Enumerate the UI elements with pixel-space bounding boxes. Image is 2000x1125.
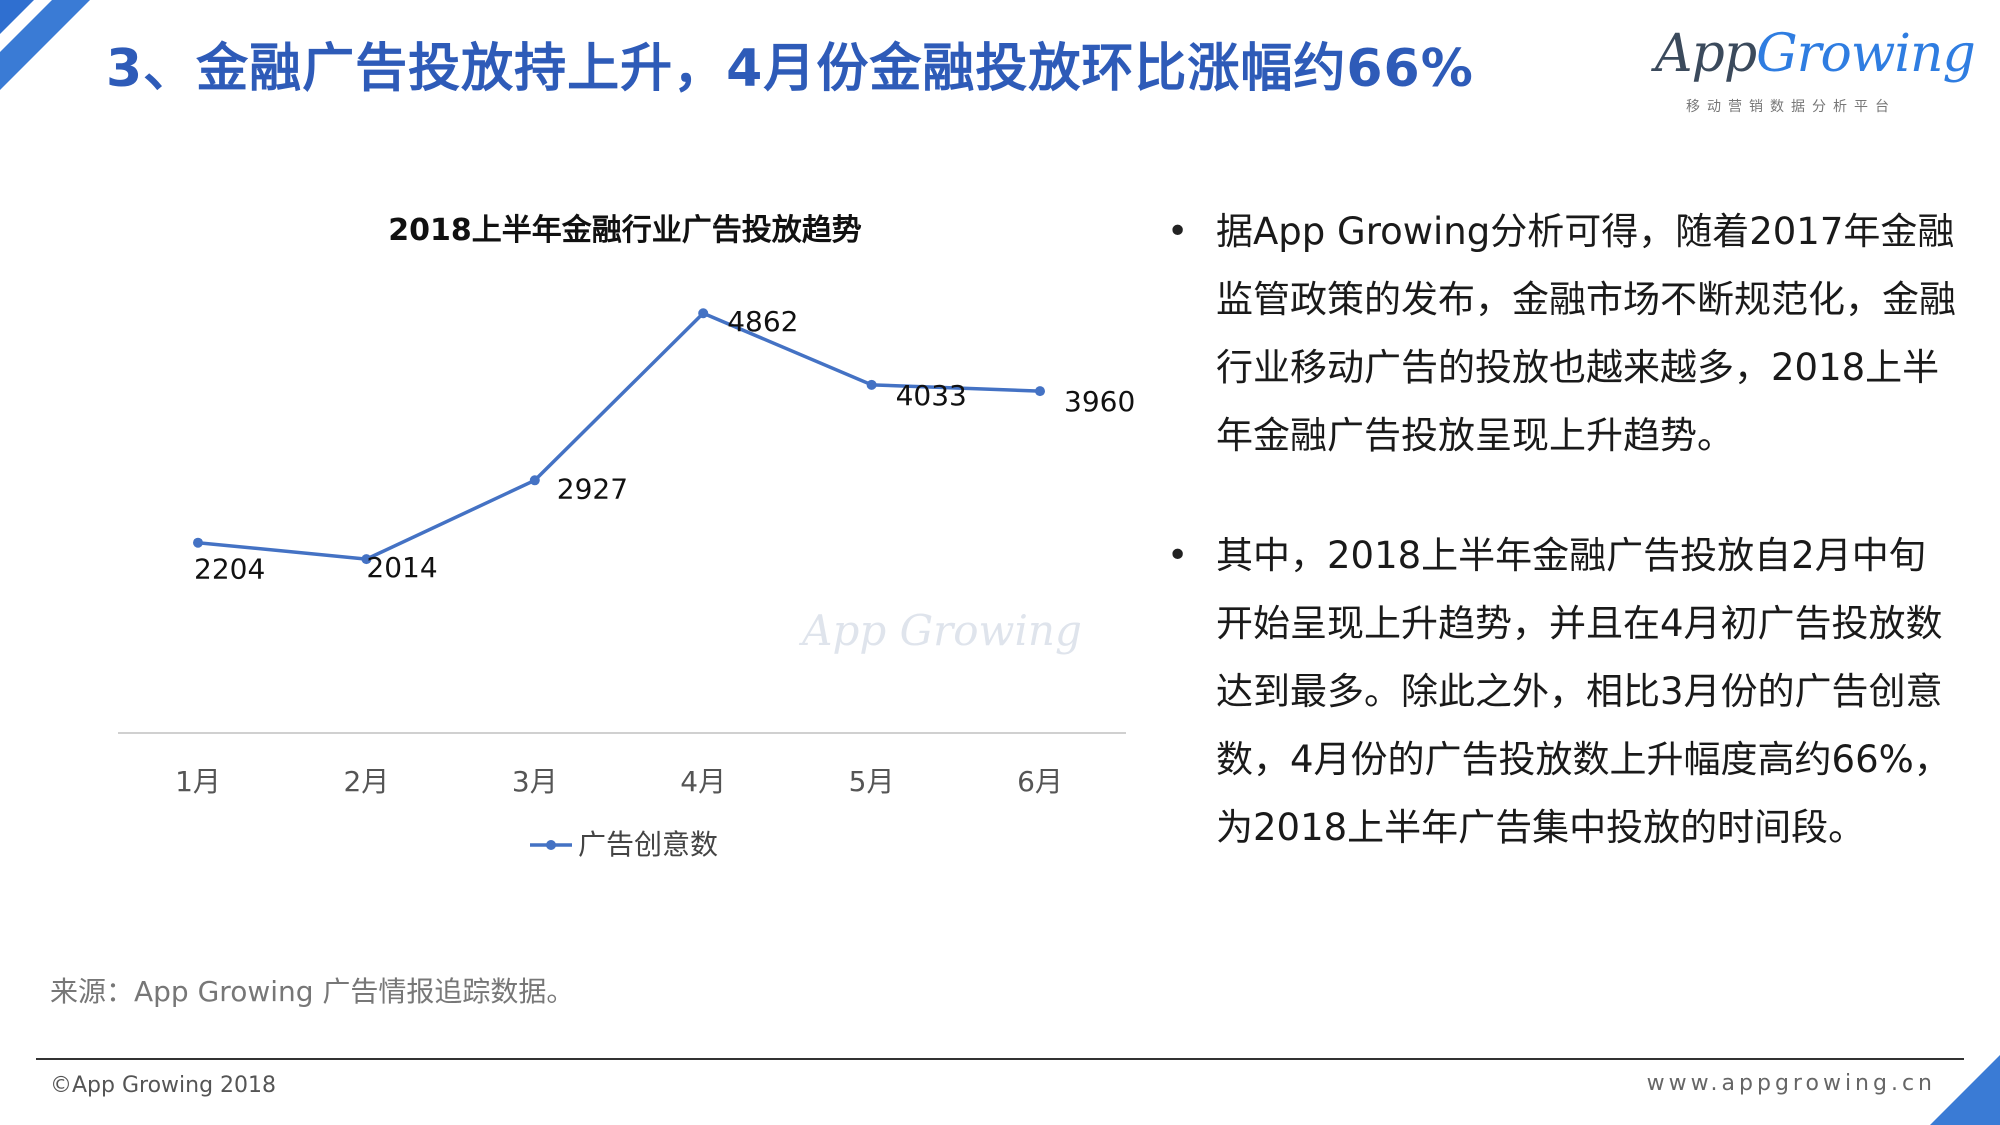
corner-decoration-bottom-right [1930,1055,2000,1125]
corner-decoration-top-left [0,0,90,90]
data-point [698,308,709,319]
chart-title: 2018上半年金融行业广告投放趋势 [388,213,862,248]
x-tick-label: 5月 [849,765,895,798]
copyright: ©App Growing 2018 [50,1073,277,1098]
data-point [1035,386,1045,397]
x-tick-label: 3月 [512,765,558,798]
bullet-text: 据App Growing分析可得，随着2017年金融监管政策的发布，金融市场不断… [1216,210,1956,457]
data-label: 4033 [896,379,967,412]
data-point [529,475,540,486]
bullet-list: • 据App Growing分析可得，随着2017年金融监管政策的发布，金融市场… [1160,198,1960,914]
logo-text-app: App [1655,24,1757,84]
footer-divider [36,1058,1964,1060]
bullet-item: • 据App Growing分析可得，随着2017年金融监管政策的发布，金融市场… [1160,198,1960,470]
x-tick-label: 1月 [175,765,221,798]
bullet-text: 其中，2018上半年金融广告投放自2月中旬开始呈现上升趋势，并且在4月初广告投放… [1216,534,1951,849]
data-label: 4862 [727,305,798,338]
data-label: 2014 [366,551,437,584]
data-point [866,379,877,390]
data-point [361,554,372,565]
data-label: 3960 [1064,385,1135,418]
data-label: 2204 [194,553,265,586]
bullet-dot: • [1167,211,1189,252]
bullet-dot: • [1167,535,1189,576]
series-line [197,311,1041,561]
x-tick-label: 4月 [680,765,726,798]
data-label: 2927 [557,472,628,505]
x-tick-label: 6月 [1017,765,1063,798]
legend-label: 广告创意数 [578,828,718,861]
chart-watermark: App Growing [798,606,1082,655]
source-note: 来源：App Growing 广告情报追踪数据。 [50,975,575,1008]
logo-subtitle: 移动营销数据分析平台 [1686,99,1896,115]
legend-swatch-marker [546,840,556,850]
bullet-item: • 其中，2018上半年金融广告投放自2月中旬开始呈现上升趋势，并且在4月初广告… [1160,522,1960,862]
data-point [193,537,203,548]
logo-text-growing: Growing [1756,24,1976,84]
x-tick-label: 2月 [343,765,389,798]
app-growing-logo: AppGrowing 移动营销数据分析平台 [1655,24,1976,124]
logo-wordmark: AppGrowing [1655,24,1976,84]
website-link[interactable]: www.appgrowing.cn [1646,1071,1936,1096]
page-title: 3、金融广告投放持上升，4月份金融投放环比涨幅约66% [106,39,1474,99]
